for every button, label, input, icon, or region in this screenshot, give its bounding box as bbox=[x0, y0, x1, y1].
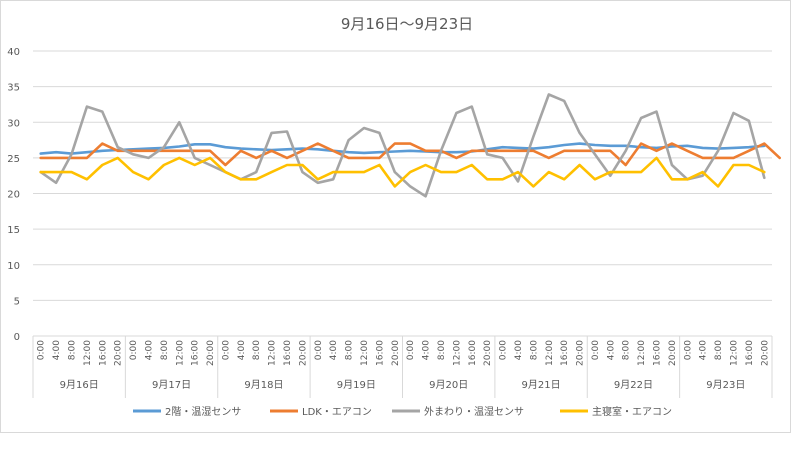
day-label: 9月21日 bbox=[522, 379, 561, 391]
x-tick-label: 16:00 bbox=[283, 340, 293, 366]
x-tick-label: 12:00 bbox=[730, 340, 740, 366]
x-tick-label: 12:00 bbox=[637, 340, 647, 366]
x-tick-label: 20:00 bbox=[576, 340, 586, 366]
x-tick-label: 0:00 bbox=[683, 340, 693, 360]
day-label: 9月18日 bbox=[244, 379, 283, 391]
x-tick-label: 8:00 bbox=[345, 340, 355, 360]
x-axis: 0:00 4:00 8:00 12:00 16:00 20:00 0:00 4:00 8:00 1… bbox=[32, 335, 773, 398]
legend: 2階・温湿センサ LDK・エアコン 外まわり・温湿センサ 主寝室・エアコン bbox=[133, 405, 672, 418]
x-tick-label: 16:00 bbox=[98, 340, 108, 366]
x-tick-label: 8:00 bbox=[67, 340, 77, 360]
x-tick-label: 16:00 bbox=[745, 340, 755, 366]
y-tick-label: 30 bbox=[7, 118, 20, 129]
x-tick-label: 20:00 bbox=[760, 340, 770, 366]
y-tick-label: 5 bbox=[14, 296, 20, 307]
x-tick-label: 16:00 bbox=[468, 340, 478, 366]
y-tick-label: 40 bbox=[7, 47, 20, 58]
x-tick-label: 12:00 bbox=[452, 340, 462, 366]
x-tick-label: 20:00 bbox=[668, 340, 678, 366]
x-tick-label: 0:00 bbox=[591, 340, 601, 360]
day-label: 9月16日 bbox=[60, 379, 99, 391]
x-tick-label: 16:00 bbox=[375, 340, 385, 366]
x-tick-label: 4:00 bbox=[144, 340, 154, 360]
x-tick-label: 20:00 bbox=[114, 340, 124, 366]
x-tick-label: 4:00 bbox=[422, 340, 432, 360]
x-tick-label: 8:00 bbox=[160, 340, 170, 360]
day-label: 9月22日 bbox=[614, 379, 653, 391]
day-label: 9月17日 bbox=[152, 379, 191, 391]
x-tick-label: 0:00 bbox=[499, 340, 509, 360]
y-tick-label: 35 bbox=[7, 83, 20, 94]
x-tick-label: 12:00 bbox=[545, 340, 555, 366]
series-line-3 bbox=[39, 93, 766, 198]
x-tick-label: 12:00 bbox=[360, 340, 370, 366]
x-tick-label: 16:00 bbox=[560, 340, 570, 366]
x-tick-label: 12:00 bbox=[175, 340, 185, 366]
y-tick-label: 20 bbox=[7, 190, 20, 201]
x-tick-label: 8:00 bbox=[252, 340, 262, 360]
x-tick-label: 0:00 bbox=[314, 340, 324, 360]
day-label: 9月19日 bbox=[337, 379, 376, 391]
x-tick-label: 20:00 bbox=[298, 340, 308, 366]
x-tick-label: 16:00 bbox=[191, 340, 201, 366]
y-tick-label: 25 bbox=[7, 154, 20, 165]
day-label: 9月23日 bbox=[706, 379, 745, 391]
series-line-4 bbox=[39, 156, 766, 188]
gridlines bbox=[33, 50, 772, 337]
x-tick-label: 4:00 bbox=[237, 340, 247, 360]
chart-title: 9月16日～9月23日 bbox=[341, 15, 473, 33]
x-tick-label: 8:00 bbox=[622, 340, 632, 360]
x-tick-label: 8:00 bbox=[437, 340, 447, 360]
legend-label: 2階・温湿センサ bbox=[165, 406, 241, 418]
chart-frame bbox=[0, 0, 791, 433]
y-tick-label: 0 bbox=[14, 332, 20, 343]
x-tick-label: 16:00 bbox=[653, 340, 663, 366]
x-tick-label: 8:00 bbox=[714, 340, 724, 360]
day-label: 9月20日 bbox=[429, 379, 468, 391]
x-tick-label: 12:00 bbox=[268, 340, 278, 366]
x-tick-label: 4:00 bbox=[52, 340, 62, 360]
x-tick-label: 4:00 bbox=[606, 340, 616, 360]
x-tick-label: 0:00 bbox=[37, 340, 47, 360]
y-tick-label: 15 bbox=[7, 225, 20, 236]
x-tick-label: 20:00 bbox=[206, 340, 216, 366]
series-lines bbox=[39, 93, 782, 198]
x-tick-label: 4:00 bbox=[699, 340, 709, 360]
legend-label: 外まわり・温湿センサ bbox=[424, 406, 524, 418]
x-tick-label: 12:00 bbox=[83, 340, 93, 366]
y-tick-label: 10 bbox=[7, 261, 20, 272]
x-tick-label: 4:00 bbox=[514, 340, 524, 360]
x-tick-label: 20:00 bbox=[391, 340, 401, 366]
x-tick-label: 0:00 bbox=[221, 340, 231, 360]
y-axis: 0 5 10 15 20 25 30 35 40 bbox=[7, 47, 20, 343]
x-tick-label: 8:00 bbox=[529, 340, 539, 360]
x-tick-label: 0:00 bbox=[406, 340, 416, 360]
x-tick-label: 20:00 bbox=[483, 340, 493, 366]
legend-label: LDK・エアコン bbox=[302, 407, 372, 418]
x-tick-label: 4:00 bbox=[329, 340, 339, 360]
series-line-2 bbox=[39, 142, 782, 167]
x-tick-label: 0:00 bbox=[129, 340, 139, 360]
legend-label: 主寝室・エアコン bbox=[592, 405, 672, 418]
